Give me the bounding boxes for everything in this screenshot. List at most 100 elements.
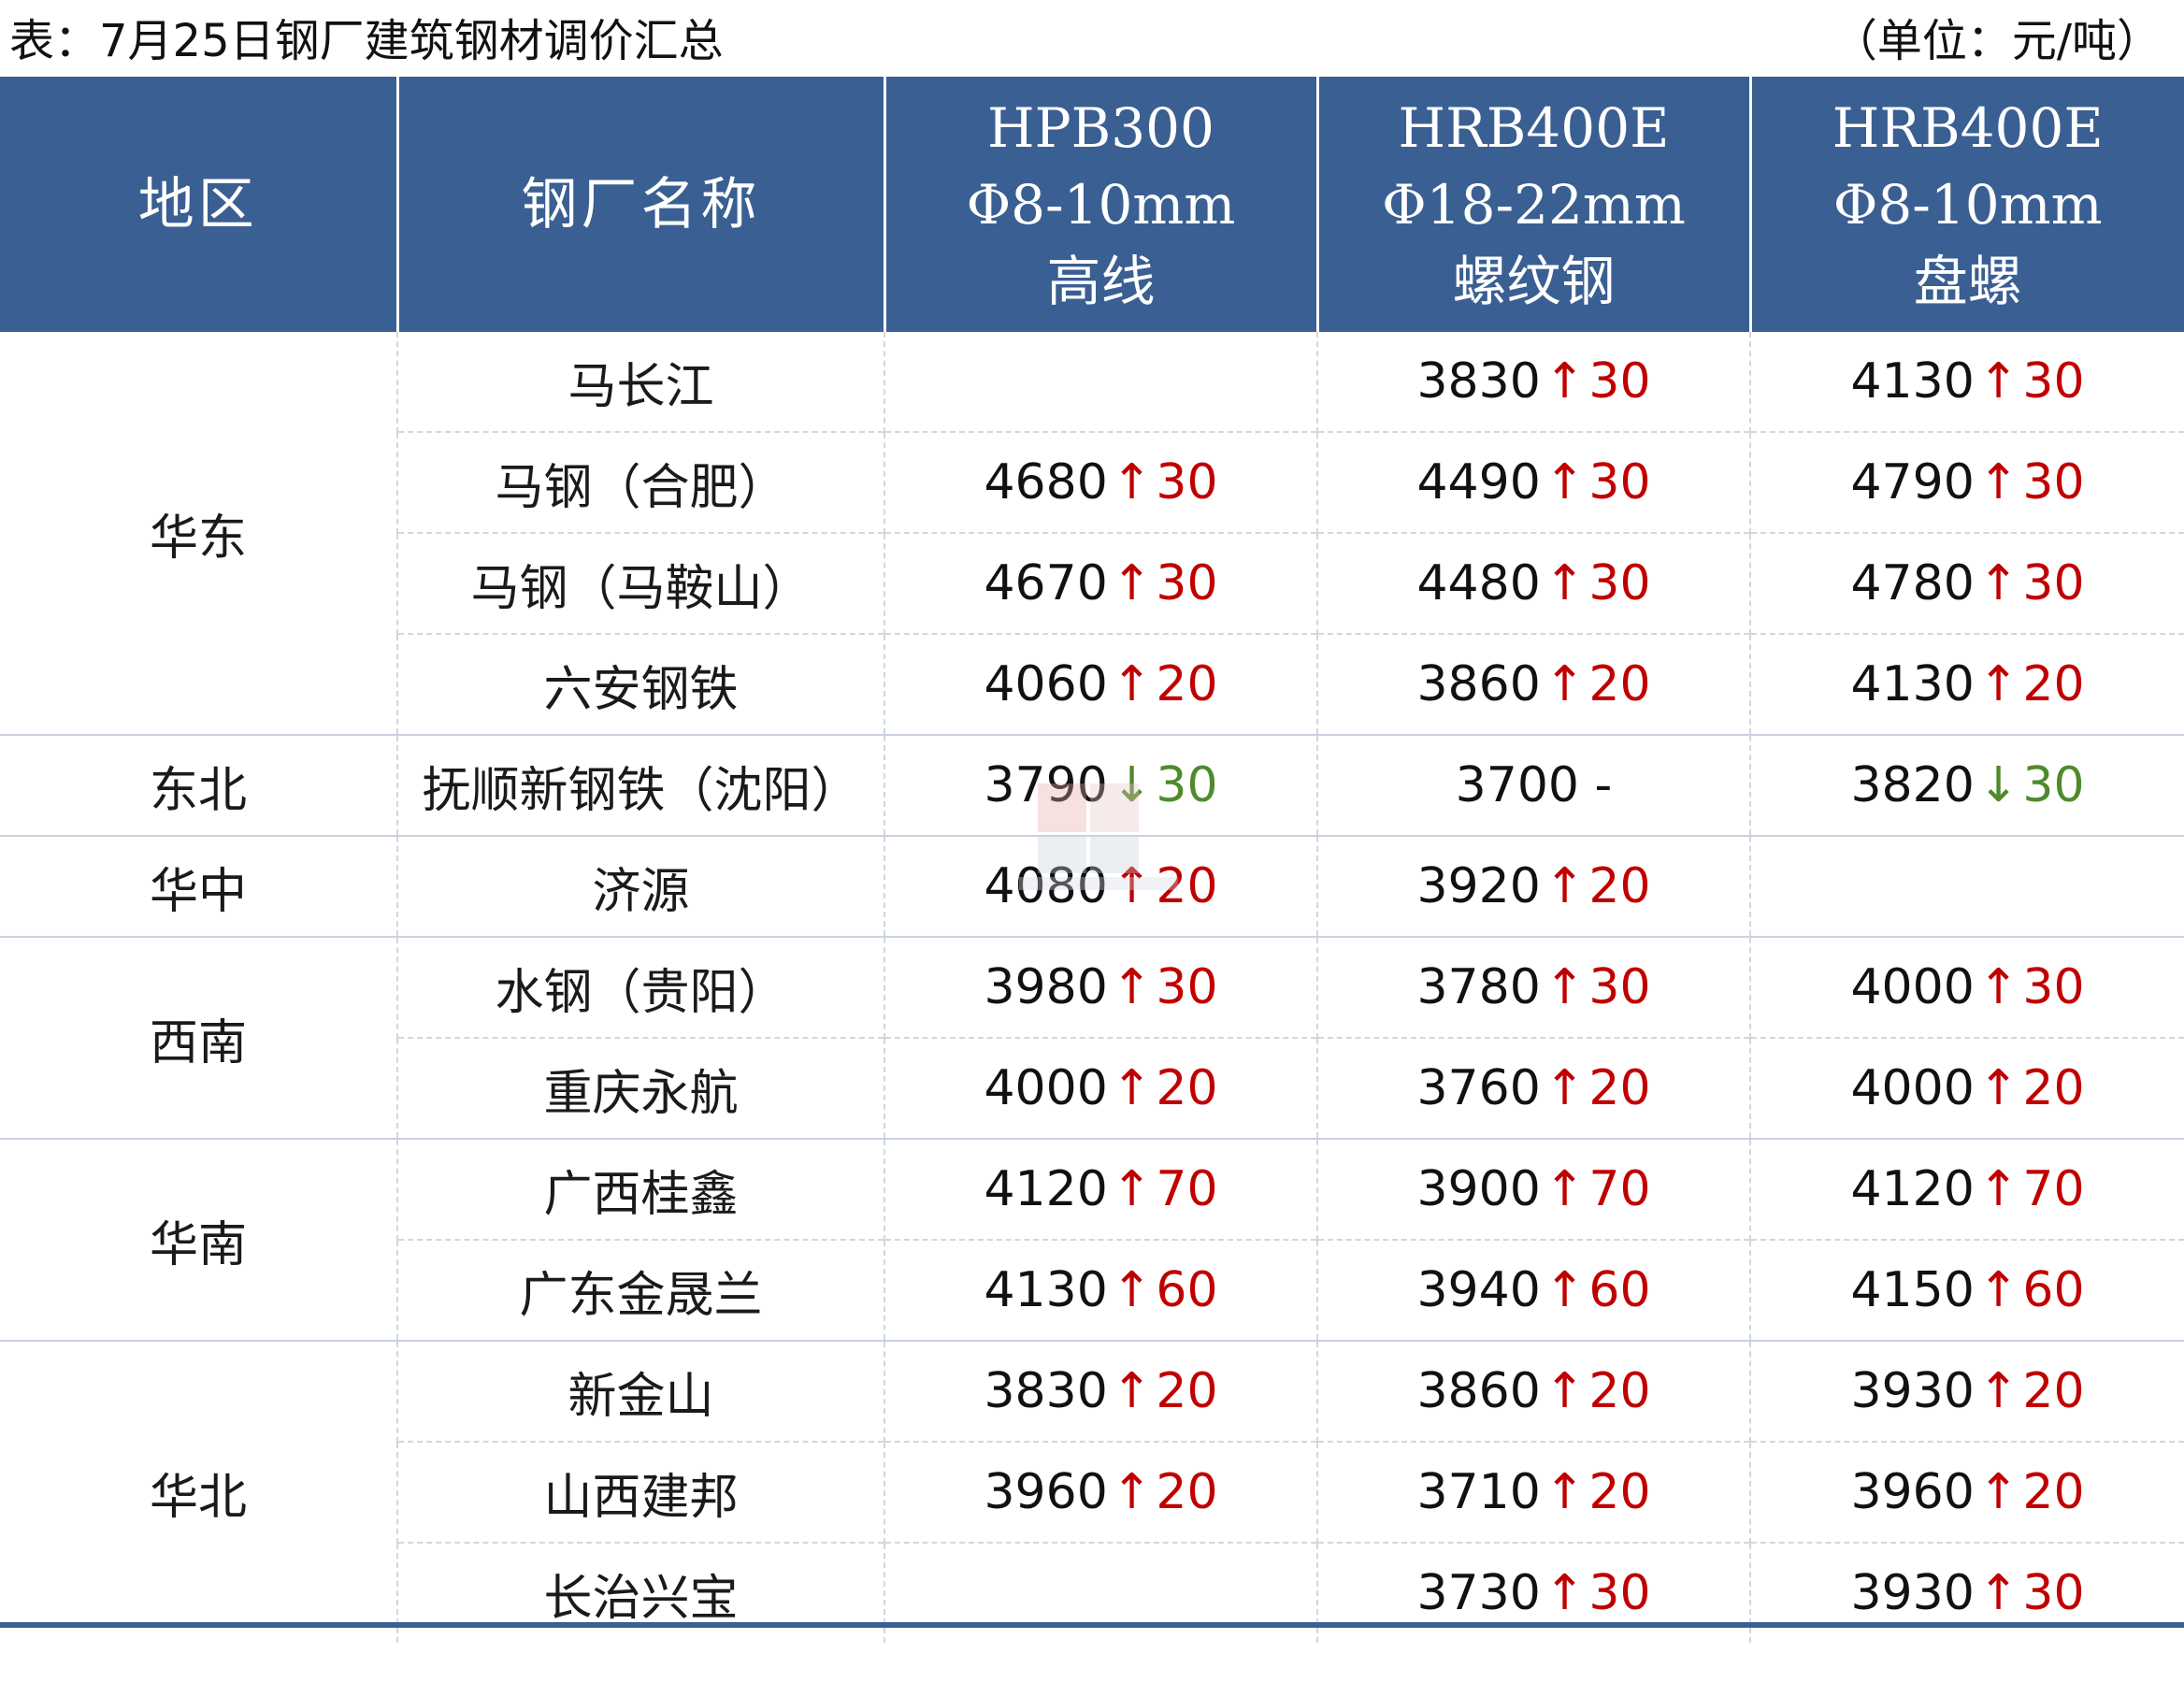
- price-value: 4000: [1850, 1060, 1975, 1116]
- mill-name-cell: 马钢（马鞍山）: [396, 532, 884, 634]
- p1-price-cell: 4130↑60: [884, 1239, 1317, 1341]
- table-row: 重庆永航 4000↑20 3760↑20 4000↑20: [0, 1037, 2184, 1139]
- table-row: 六安钢铁 4060↑20 3860↑20 4130↑20: [0, 633, 2184, 735]
- price-value: 4480: [1416, 555, 1541, 611]
- region-cell: 华南: [0, 1138, 397, 1341]
- price-change: 20: [2022, 656, 2085, 712]
- price-value: 4670: [984, 555, 1108, 611]
- price-change: 30: [1588, 555, 1651, 611]
- mill-name-cell: 重庆永航: [396, 1037, 884, 1139]
- header-col3-size: Φ8-10mm: [1832, 172, 2103, 237]
- price-change: 30: [2022, 1565, 2085, 1621]
- price-change: 20: [1156, 656, 1218, 712]
- price-value: 3860: [1416, 656, 1541, 712]
- price-change: 70: [1588, 1161, 1651, 1217]
- arrow-up-icon: ↑: [1544, 353, 1586, 410]
- price-value: 4130: [984, 1262, 1108, 1318]
- header-row: 地区 钢厂名称 HPB300 Φ8-10mm 高线 HRB400E Φ18-22…: [0, 77, 2184, 332]
- price-value: 4060: [984, 656, 1108, 712]
- p1-price-cell: 4670↑30: [884, 532, 1317, 634]
- price-value: 3780: [1416, 959, 1541, 1015]
- table-header: 地区 钢厂名称 HPB300 Φ8-10mm 高线 HRB400E Φ18-22…: [0, 77, 2184, 332]
- p2-price-cell: 3780↑30: [1316, 936, 1750, 1038]
- price-change: 60: [1588, 1262, 1651, 1318]
- price-value: 3980: [984, 959, 1108, 1015]
- mill-name-cell: 水钢（贵阳）: [396, 936, 884, 1038]
- p1-price-cell: 4680↑30: [884, 431, 1317, 533]
- caption-row: 表：7月25日钢厂建筑钢材调价汇总 （单位：元/吨）: [0, 0, 2184, 75]
- mill-name-cell: 马钢（合肥）: [396, 431, 884, 533]
- arrow-up-icon: ↑: [1111, 454, 1153, 510]
- p2-price-cell: 4480↑30: [1316, 532, 1750, 634]
- price-change: 60: [2022, 1262, 2085, 1318]
- price-value: 3960: [1850, 1464, 1975, 1520]
- arrow-up-icon: ↑: [1544, 555, 1586, 611]
- p2-price-cell: 3830↑30: [1316, 332, 1750, 432]
- header-col2-size: Φ18-22mm: [1382, 172, 1686, 237]
- p3-price-cell: 3930↑20: [1749, 1340, 2184, 1442]
- p2-price-cell: 3900↑70: [1316, 1138, 1750, 1240]
- p3-price-cell: 4780↑30: [1749, 532, 2184, 634]
- arrow-up-icon: ↑: [1977, 1161, 2019, 1217]
- arrow-up-icon: ↑: [1544, 1565, 1586, 1621]
- price-value: 3700: [1455, 757, 1580, 813]
- table-body: 华东 马长江 3830↑30 4130↑30 马钢（合肥） 4680↑30 4490↑30 4…: [0, 332, 2184, 1643]
- bottom-rule: [0, 1622, 2184, 1628]
- price-value: 4000: [1850, 959, 1975, 1015]
- p3-price-cell: 4150↑60: [1749, 1239, 2184, 1341]
- price-change: -: [1594, 757, 1613, 813]
- header-col3-product: 盘螺: [1913, 249, 2022, 313]
- arrow-up-icon: ↑: [1544, 454, 1586, 510]
- price-value: 3930: [1850, 1565, 1975, 1621]
- table-row: 山西建邦 3960↑20 3710↑20 3960↑20: [0, 1441, 2184, 1543]
- p1-price-cell: 3960↑20: [884, 1441, 1317, 1543]
- p2-price-cell: 3920↑20: [1316, 835, 1750, 937]
- header-col1-grade: HPB300: [987, 95, 1214, 160]
- header-mill-label: 钢厂名称: [521, 171, 761, 237]
- p1-price-cell: [884, 332, 1317, 432]
- price-change: 30: [1588, 1565, 1651, 1621]
- p3-price-cell: 4790↑30: [1749, 431, 2184, 533]
- price-change: 30: [2022, 757, 2085, 813]
- price-value: 4680: [984, 454, 1108, 510]
- arrow-up-icon: ↑: [1111, 555, 1153, 611]
- price-change: 30: [2022, 555, 2085, 611]
- price-value: 4130: [1850, 656, 1975, 712]
- p1-price-cell: 3980↑30: [884, 936, 1317, 1038]
- arrow-down-icon: ↓: [1111, 757, 1153, 813]
- header-region-label: 地区: [137, 171, 258, 237]
- arrow-up-icon: ↑: [1977, 1363, 2019, 1419]
- price-change: 30: [1588, 454, 1651, 510]
- p1-price-cell: 3830↑20: [884, 1340, 1317, 1442]
- price-table: 地区 钢厂名称 HPB300 Φ8-10mm 高线 HRB400E Φ18-22…: [0, 77, 2184, 1643]
- price-value: 3930: [1850, 1363, 1975, 1419]
- arrow-up-icon: ↑: [1544, 1464, 1586, 1520]
- arrow-up-icon: ↑: [1977, 555, 2019, 611]
- price-change: 70: [1156, 1161, 1218, 1217]
- arrow-up-icon: ↑: [1544, 656, 1586, 712]
- price-change: 30: [2022, 353, 2085, 410]
- price-change: 30: [1588, 959, 1651, 1015]
- table-row: 东北 抚顺新钢铁（沈阳） 3790↓30 3700 -3820↓30: [0, 734, 2184, 836]
- price-value: 3710: [1416, 1464, 1541, 1520]
- mill-name-cell: 六安钢铁: [396, 633, 884, 735]
- price-change: 20: [1588, 656, 1651, 712]
- price-value: 4080: [984, 858, 1108, 914]
- p2-price-cell: 4490↑30: [1316, 431, 1750, 533]
- price-change: 70: [2022, 1161, 2085, 1217]
- price-value: 3790: [984, 757, 1108, 813]
- table-row: 马钢（马鞍山） 4670↑30 4480↑30 4780↑30: [0, 532, 2184, 634]
- arrow-up-icon: ↑: [1977, 353, 2019, 410]
- price-value: 3860: [1416, 1363, 1541, 1419]
- p1-price-cell: 4060↑20: [884, 633, 1317, 735]
- p1-price-cell: 3790↓30: [884, 734, 1317, 836]
- p3-price-cell: 3820↓30: [1749, 734, 2184, 836]
- price-value: 4000: [984, 1060, 1108, 1116]
- price-change: 20: [2022, 1464, 2085, 1520]
- header-region: 地区: [0, 77, 397, 332]
- price-value: 3940: [1416, 1262, 1541, 1318]
- p2-price-cell: 3940↑60: [1316, 1239, 1750, 1341]
- header-hrb400e-coil: HRB400E Φ8-10mm 盘螺: [1748, 77, 2184, 332]
- table-row: 马钢（合肥） 4680↑30 4490↑30 4790↑30: [0, 431, 2184, 533]
